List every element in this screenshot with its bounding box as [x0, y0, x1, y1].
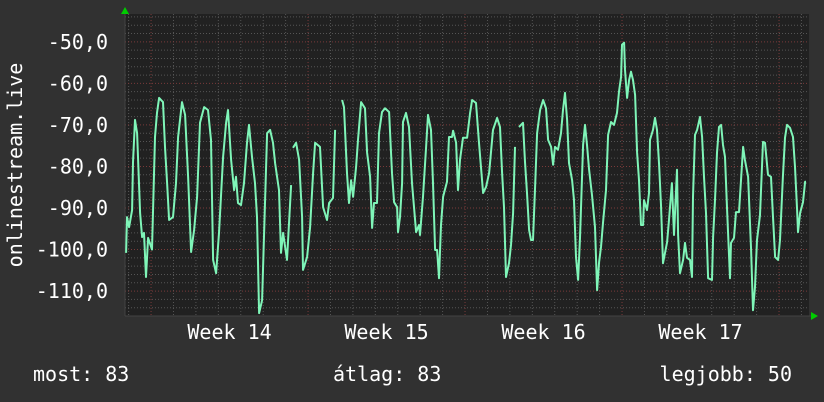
y-tick-label: -70,0: [48, 113, 108, 137]
y-tick-label: -60,0: [48, 71, 108, 95]
y-tick-label: -100,0: [36, 238, 108, 262]
x-tick-label: Week 17: [658, 320, 742, 344]
x-tick-label: Week 15: [344, 320, 428, 344]
grid: [124, 12, 813, 317]
data-line-segment: [518, 41, 807, 312]
y-tick-label: -110,0: [36, 279, 108, 303]
x-axis-arrow-icon: [811, 312, 818, 320]
series: [125, 41, 807, 315]
legend-current: most: 83: [33, 362, 130, 386]
legend-best: legjobb: 50: [659, 362, 792, 386]
y-axis-label: onlinestream.live: [3, 63, 27, 268]
plot-area: [125, 14, 809, 316]
y-axis-ticks: -50,0 -60,0 -70,0 -80,0 -90,0 -100,0 -110,0: [36, 30, 108, 303]
legend-average: átlag: 83: [333, 362, 442, 386]
x-tick-label: Week 16: [501, 320, 585, 344]
x-axis-ticks: Week 14 Week 15 Week 16 Week 17: [187, 320, 742, 344]
x-tick-label: Week 14: [187, 320, 271, 344]
data-line-segment: [292, 129, 337, 271]
y-axis-arrow-icon: [121, 7, 129, 14]
y-tick-label: -80,0: [48, 154, 108, 178]
y-tick-label: -50,0: [48, 30, 108, 54]
data-line-segment: [125, 96, 293, 315]
y-tick-label: -90,0: [48, 196, 108, 220]
data-line-segment: [341, 99, 516, 280]
